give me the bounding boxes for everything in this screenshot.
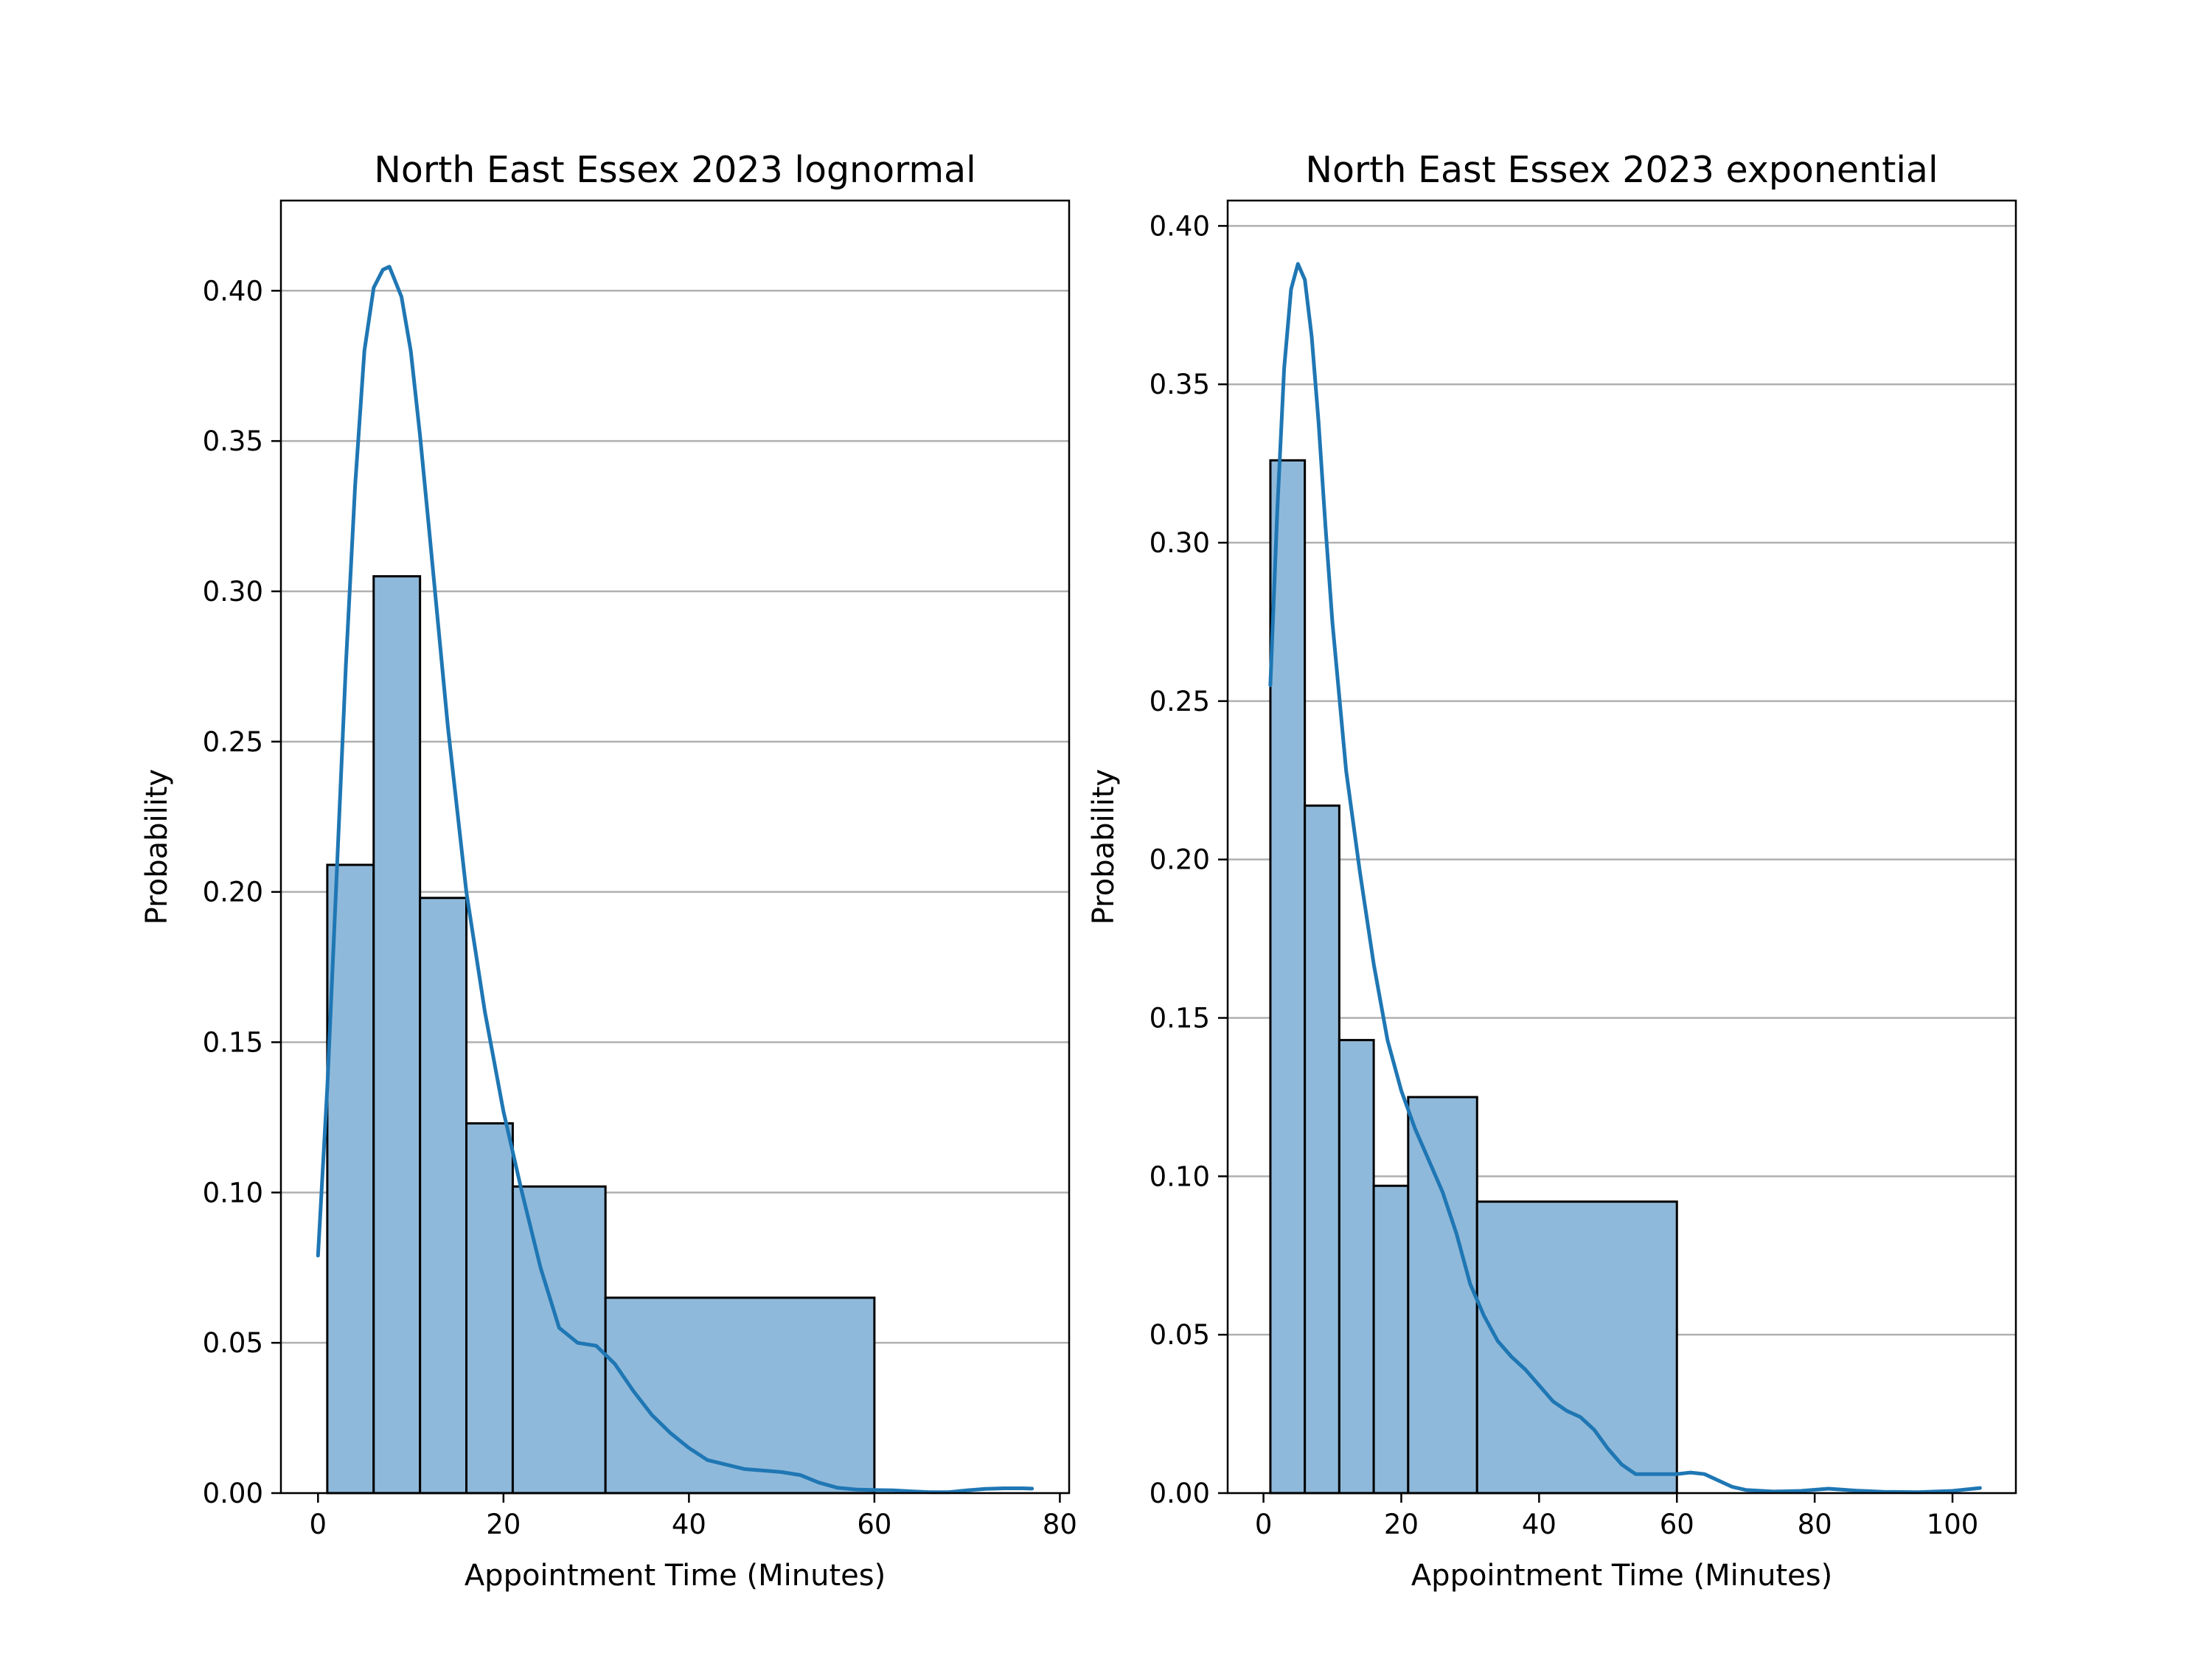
y-tick-label: 0.35	[203, 425, 263, 457]
kde-curve	[1268, 262, 1982, 1495]
plot-frame	[1226, 199, 2017, 1495]
y-tick-label: 0.20	[203, 877, 263, 908]
y-tick-label: 0.05	[203, 1327, 263, 1359]
x-tick-label: 20	[486, 1509, 521, 1540]
histogram-bar	[511, 1185, 607, 1495]
x-axis-label: Appointment Time (Minutes)	[465, 1559, 886, 1593]
histogram-bar	[372, 575, 422, 1495]
y-tick-label: 0.30	[203, 576, 263, 608]
chart-exponential: 0 20 40 60 80 100 0.00 0.05 0.10 0.15 0.20 0.25 0.30…	[1087, 149, 2017, 1593]
y-tick-label: 0.25	[1150, 686, 1210, 717]
y-tick-label: 0.30	[1150, 527, 1210, 559]
x-tick-label: 60	[857, 1509, 891, 1540]
x-tick-label: 40	[672, 1509, 706, 1540]
histogram-bar	[1304, 804, 1340, 1495]
histogram-bar	[419, 897, 468, 1495]
x-tick-label: 60	[1660, 1509, 1694, 1540]
x-axis-label: Appointment Time (Minutes)	[1411, 1559, 1832, 1593]
x-tick-label: 20	[1384, 1509, 1419, 1540]
kde-curve	[316, 265, 1034, 1495]
y-axis-label: Probability	[140, 769, 174, 925]
y-tick-label: 0.05	[1150, 1319, 1210, 1351]
y-tick-label: 0.35	[1150, 369, 1210, 400]
histogram-bar	[1269, 459, 1307, 1495]
y-axis-label: Probability	[1087, 769, 1121, 925]
x-tick-label: 100	[1927, 1509, 1979, 1540]
chart-title: North East Essex 2023 lognormal	[374, 149, 975, 191]
x-tick-label: 80	[1043, 1509, 1077, 1540]
y-tick-label: 0.15	[203, 1026, 263, 1058]
y-tick-label: 0.10	[1150, 1161, 1210, 1192]
histogram-bar	[604, 1296, 876, 1495]
y-tick-label: 0.00	[203, 1478, 263, 1509]
histogram-bar	[1372, 1184, 1410, 1495]
histogram-bar	[1475, 1200, 1678, 1495]
y-tick-label: 0.25	[203, 726, 263, 758]
x-tick-label: 80	[1798, 1509, 1832, 1540]
histogram-bar	[1407, 1096, 1478, 1495]
y-tick-label: 0.00	[1150, 1478, 1210, 1509]
chart-lognormal: 0 20 40 60 80 0.00 0.05 0.10 0.15 0.20 0.25 0.30 0.3…	[140, 149, 1077, 1593]
histogram-bar	[465, 1122, 514, 1495]
y-tick-label: 0.15	[1150, 1003, 1210, 1034]
y-tick-label: 0.40	[203, 275, 263, 307]
x-tick-label: 0	[1255, 1509, 1273, 1540]
y-tick-label: 0.40	[1150, 210, 1210, 242]
histogram-bar	[326, 863, 375, 1495]
plot-frame	[279, 199, 1071, 1495]
x-tick-label: 0	[310, 1509, 327, 1540]
x-tick-label: 40	[1522, 1509, 1557, 1540]
chart-title: North East Essex 2023 exponential	[1305, 149, 1938, 191]
y-tick-label: 0.10	[203, 1177, 263, 1208]
histogram-bar	[1338, 1039, 1375, 1495]
y-tick-label: 0.20	[1150, 844, 1210, 876]
